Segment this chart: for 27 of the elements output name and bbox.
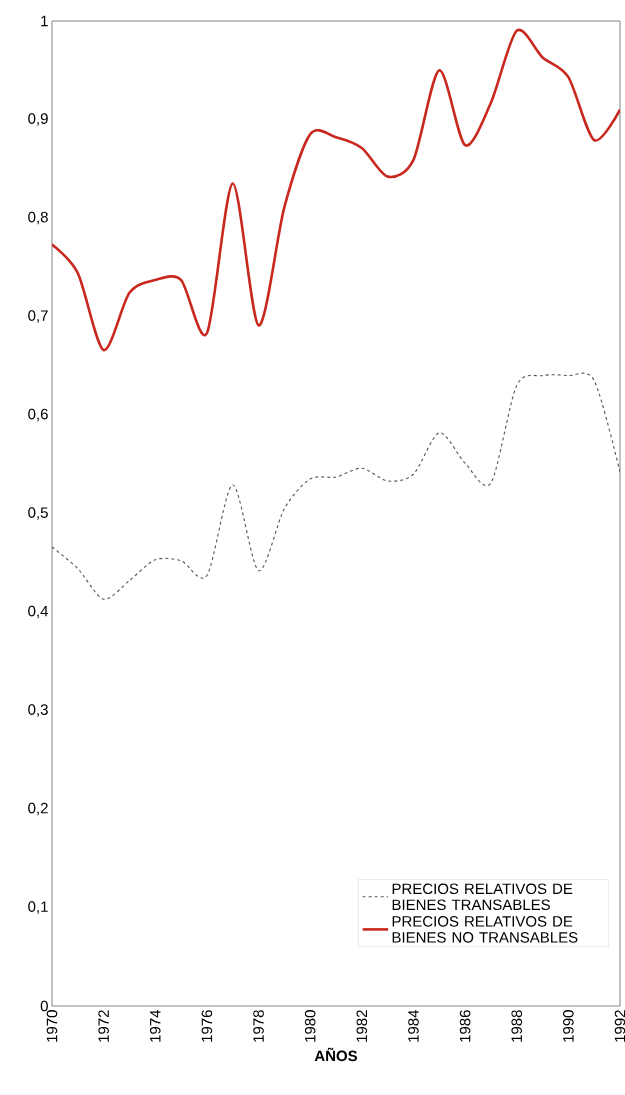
x-tick-label: 1992: [614, 1010, 625, 1042]
y-tick-label: 0,3: [28, 704, 48, 717]
x-tick-label: 1978: [253, 1010, 264, 1042]
x-tick-label: 1970: [46, 1010, 58, 1042]
x-tick-label: 1990: [563, 1010, 574, 1042]
y-tick-label: 0,4: [28, 605, 49, 619]
x-tick-label: 1980: [304, 1010, 316, 1042]
y-tick-label: 0,8: [28, 211, 48, 225]
x-tick-label: 1972: [98, 1010, 109, 1042]
y-tick-label: 0,1: [28, 901, 48, 914]
x-tick-label: 1986: [459, 1010, 471, 1042]
legend-label: PRECIOS RELATIVOS DE BIENES NO TRANSABLES: [392, 916, 578, 943]
y-tick-label: 0,2: [28, 802, 48, 816]
x-tick-label: 1984: [408, 1009, 419, 1042]
y-tick-label: 0,9: [28, 113, 48, 126]
x-tick-label: 1976: [201, 1010, 213, 1042]
y-tick-label: 0,6: [28, 408, 48, 422]
x-tick-label: 1982: [356, 1010, 368, 1042]
legend-label: PRECIOS RELATIVOS DE BIENES TRANSABLES: [392, 883, 573, 911]
y-tick-label: 0,7: [28, 310, 48, 323]
y-tick-label: 0,5: [28, 507, 48, 520]
y-tick-label: 1: [41, 15, 48, 27]
x-axis-title: AÑOS: [314, 1047, 358, 1062]
x-tick-label: 1974: [149, 1009, 161, 1042]
y-tick-label: 0: [40, 1000, 48, 1012]
x-tick-label: 1988: [511, 1010, 523, 1042]
line-series: [52, 28, 620, 352]
